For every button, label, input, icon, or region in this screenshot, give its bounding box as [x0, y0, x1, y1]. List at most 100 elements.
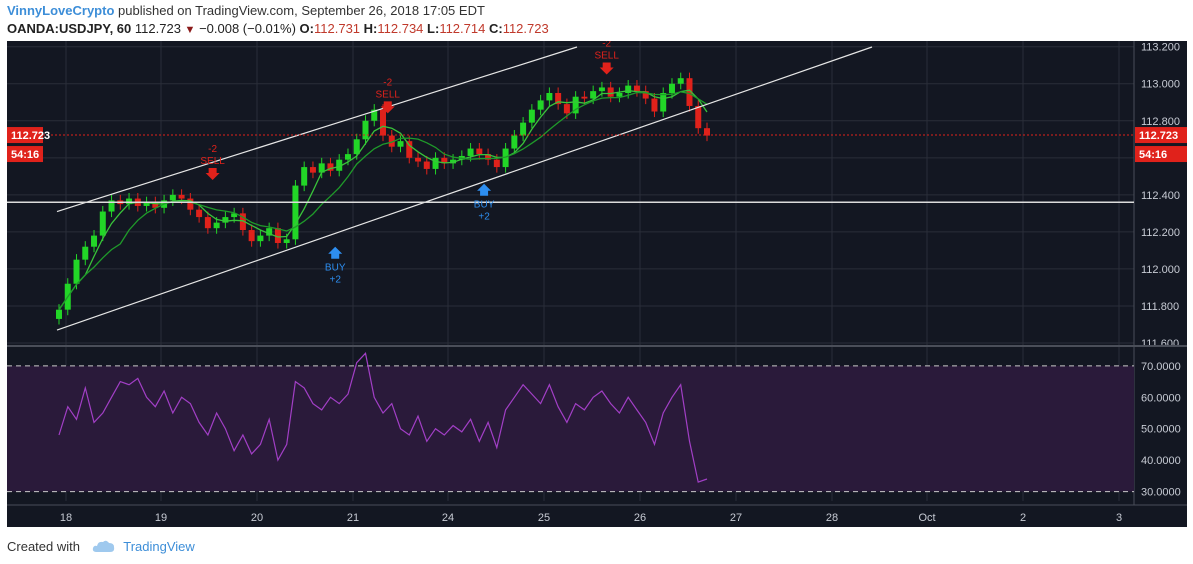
candle-body[interactable] — [633, 85, 640, 92]
price-chart[interactable]: 113.200113.000112.800112.600112.400112.2… — [7, 38, 1187, 527]
candle-body[interactable] — [213, 222, 220, 229]
candle-body[interactable] — [537, 100, 544, 110]
candle-body[interactable] — [239, 213, 246, 231]
candle-body[interactable] — [704, 128, 710, 136]
candle-body[interactable] — [56, 309, 62, 319]
candle-body[interactable] — [668, 83, 675, 93]
candle-body[interactable] — [126, 198, 133, 205]
candle-body[interactable] — [231, 213, 238, 218]
candle-body[interactable] — [607, 87, 614, 97]
rsi-line — [58, 352, 708, 483]
price-tick-label: 112.800 — [1141, 116, 1180, 128]
candle-body[interactable] — [257, 235, 264, 242]
rsi-tick-label: 30.0000 — [1141, 487, 1181, 499]
candle-body[interactable] — [660, 93, 667, 112]
candle-body[interactable] — [301, 167, 308, 186]
open-value: 112.731 — [314, 21, 361, 36]
candle-body[interactable] — [143, 202, 150, 206]
candle-body[interactable] — [415, 157, 422, 162]
candle-body[interactable] — [476, 148, 483, 155]
candle-body[interactable] — [520, 122, 527, 136]
candle-body[interactable] — [318, 163, 325, 173]
candle-body[interactable] — [581, 96, 588, 99]
candle-body[interactable] — [169, 194, 176, 201]
chart-container[interactable]: 113.200113.000112.800112.600112.400112.2… — [7, 38, 1187, 527]
candle-body[interactable] — [344, 154, 351, 160]
candle-body[interactable] — [353, 139, 360, 155]
candle-body[interactable] — [511, 135, 518, 149]
tradingview-logo-icon[interactable] — [92, 539, 116, 556]
candle-body[interactable] — [625, 85, 632, 93]
candle-body[interactable] — [152, 202, 159, 208]
candle-body[interactable] — [99, 211, 106, 236]
candle-body[interactable] — [423, 161, 430, 169]
candle-body[interactable] — [309, 167, 316, 173]
candle-body[interactable] — [546, 93, 553, 101]
candle-body[interactable] — [222, 217, 229, 223]
candle-body[interactable] — [108, 200, 115, 212]
price-tick-label: 113.200 — [1141, 42, 1180, 54]
candle-body[interactable] — [266, 228, 273, 236]
buy-signal[interactable]: BUY+2 — [325, 246, 346, 286]
signal-size-label: +2 — [478, 212, 490, 223]
author-link[interactable]: VinnyLoveCrypto — [7, 3, 115, 18]
candle-body[interactable] — [485, 154, 492, 160]
candle-body[interactable] — [327, 163, 334, 171]
candle-body[interactable] — [441, 157, 448, 164]
candle-body[interactable] — [178, 194, 185, 199]
published-text: published on TradingView.com, September … — [118, 3, 485, 18]
candle-body[interactable] — [598, 87, 605, 92]
candle-body[interactable] — [555, 93, 562, 105]
candle-body[interactable] — [91, 235, 98, 247]
candle-body[interactable] — [82, 246, 89, 260]
price-tick-label: 112.200 — [1141, 227, 1180, 239]
candle-body[interactable] — [274, 228, 281, 243]
candle-body[interactable] — [651, 98, 658, 112]
candle-body[interactable] — [196, 209, 203, 218]
time-tick-label: 28 — [826, 512, 838, 524]
down-triangle-icon: ▼ — [184, 24, 196, 36]
candle-body[interactable] — [686, 78, 693, 106]
candle-body[interactable] — [292, 185, 299, 240]
candle-body[interactable] — [528, 109, 535, 123]
candle-body[interactable] — [616, 93, 623, 97]
candle-body[interactable] — [406, 141, 413, 158]
signal-label: SELL — [200, 156, 225, 167]
candle-body[interactable] — [388, 135, 395, 147]
candle-body[interactable] — [380, 109, 386, 136]
candle-body[interactable] — [362, 120, 369, 140]
close-label: C: — [488, 21, 503, 36]
candle-body[interactable] — [371, 109, 378, 121]
candle-body[interactable] — [336, 159, 343, 171]
time-tick-label: Oct — [918, 512, 935, 524]
price-tick-label: 112.400 — [1141, 190, 1180, 202]
candle-body[interactable] — [467, 148, 474, 156]
buy-arrow-icon — [477, 183, 492, 196]
candle-body[interactable] — [563, 104, 570, 114]
countdown-label-left-bg — [7, 146, 43, 163]
candle-body[interactable] — [450, 159, 457, 164]
candle-body[interactable] — [283, 239, 290, 243]
candle-body[interactable] — [204, 217, 211, 229]
candle-body[interactable] — [397, 141, 404, 147]
candle-body[interactable] — [493, 159, 500, 168]
candle-body[interactable] — [187, 198, 194, 210]
candle-body[interactable] — [432, 157, 439, 169]
symbol-name[interactable]: OANDA:USDJPY, 60 — [7, 21, 132, 36]
time-tick-label: 24 — [442, 512, 454, 524]
trend-channel-upper[interactable] — [56, 46, 578, 213]
candle-body[interactable] — [642, 91, 649, 99]
candle-body[interactable] — [695, 105, 702, 129]
buy-signal[interactable]: BUY+2 — [474, 183, 495, 223]
tradingview-link[interactable]: TradingView — [123, 539, 195, 554]
candle-body[interactable] — [590, 91, 597, 99]
candle-body[interactable] — [677, 78, 684, 84]
high-label: H: — [363, 21, 378, 36]
trend-channel-lower[interactable] — [56, 46, 873, 331]
candle-body[interactable] — [248, 230, 255, 242]
candle-body[interactable] — [73, 259, 80, 284]
candle-body[interactable] — [572, 96, 579, 114]
